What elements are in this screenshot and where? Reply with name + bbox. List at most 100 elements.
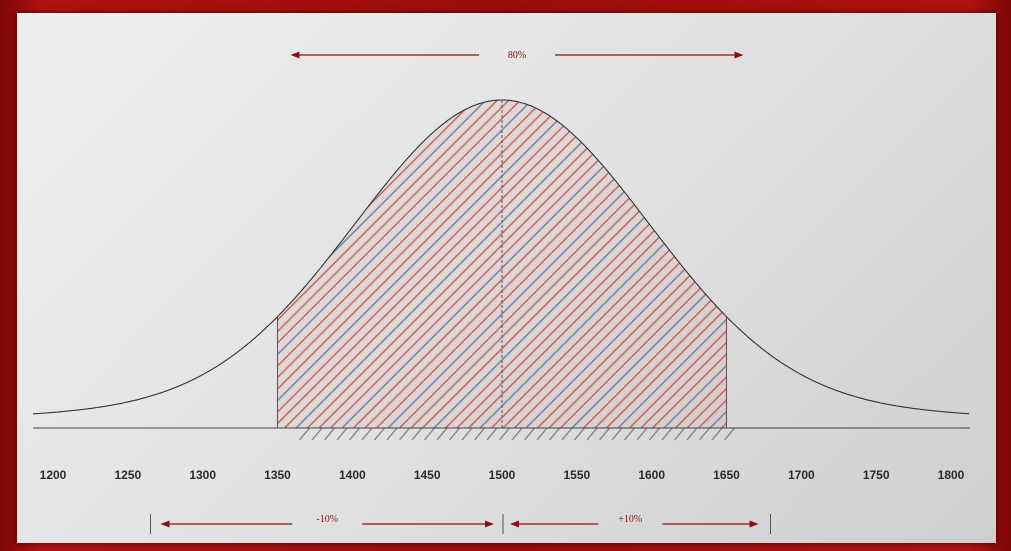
hatch-tick [573, 427, 586, 441]
upper-annotation: +10% [502, 514, 771, 534]
hatch-line [582, 100, 727, 428]
hatch-tick [711, 427, 723, 441]
hatch-line [605, 100, 727, 428]
hatch-tick [448, 427, 461, 441]
hatch-line [277, 100, 510, 428]
hatch-line [501, 100, 727, 428]
upper-arrowhead-right [749, 520, 759, 528]
hatch-line [639, 100, 727, 428]
hatch-tick [586, 427, 598, 441]
hatch-tick [498, 427, 511, 441]
hatch-tick [636, 427, 648, 441]
distribution-curve [32, 99, 970, 415]
hatch-line [277, 100, 579, 428]
hatch-line [283, 100, 625, 428]
hatch-line [444, 100, 727, 428]
hatch-tick [398, 427, 411, 441]
hatch-line [733, 100, 1011, 440]
hatch-tick [436, 427, 448, 441]
hatch-line [616, 100, 727, 428]
hatch-line [277, 100, 533, 428]
hatch-line [744, 100, 1011, 440]
x-tick-label: 1200 [40, 468, 67, 482]
total-annotation: 80% [290, 50, 744, 61]
total-label: 80% [508, 50, 526, 61]
x-axis-ticks: 1200 1250 1300 1350 1400 1450 1500 1550 1600 1650… [40, 468, 965, 482]
hatch-line [277, 100, 602, 428]
x-tick-label: 1800 [938, 468, 965, 482]
total-arrowhead-left [290, 51, 300, 59]
shaded-region-fill [277, 100, 727, 428]
hatch-line [277, 100, 556, 428]
hatch-tick [298, 427, 311, 441]
hatch-tick [373, 427, 386, 441]
x-tick-label: 1350 [264, 468, 291, 482]
hatch-tick [561, 427, 573, 441]
hatch-line [559, 100, 727, 428]
hatch-tick [411, 427, 423, 441]
hatch-line [306, 100, 648, 428]
hatch-tick [486, 427, 498, 441]
hatch-line [277, 100, 280, 428]
hatch-tick [386, 427, 398, 441]
lower-annotation: -10% [150, 514, 494, 534]
hatch-line [277, 100, 292, 428]
hatch-tick [348, 427, 361, 441]
x-tick-label: 1500 [489, 468, 516, 482]
hatch-line [455, 100, 727, 428]
x-tick-label: 1600 [638, 468, 665, 482]
hatch-tick [611, 427, 623, 441]
hatch-tick [548, 427, 561, 441]
lower-arrowhead-left [160, 520, 170, 528]
x-tick-label: 1400 [339, 468, 366, 482]
hatch-line [570, 100, 727, 428]
hatch-tick [336, 427, 348, 441]
total-arrowhead-right [734, 51, 744, 59]
hatch-line [478, 100, 727, 428]
hatch-line [294, 100, 637, 428]
x-tick-label: 1250 [114, 468, 141, 482]
hatch-tick [323, 427, 336, 441]
hatch-tick [523, 427, 536, 441]
shaded-region-hatching [0, 100, 1011, 440]
hatch-tick [623, 427, 636, 441]
hatch-line [277, 100, 303, 428]
hatch-line [628, 100, 727, 428]
x-tick-label: 1450 [414, 468, 441, 482]
hatch-line [277, 100, 545, 428]
lower-arrowhead-right [485, 520, 494, 528]
hatch-tick [598, 427, 611, 441]
hatch-tick [648, 427, 661, 441]
hatch-line [490, 100, 727, 428]
hatch-tick [661, 427, 673, 441]
x-tick-label: 1750 [863, 468, 890, 482]
hatch-tick [423, 427, 436, 441]
hatch-line [685, 100, 727, 428]
hatch-tick [461, 427, 473, 441]
hatch-line [277, 100, 326, 428]
x-tick-label: 1650 [713, 468, 740, 482]
hatch-line [467, 100, 727, 428]
hatch-tick [698, 427, 711, 441]
hatch-tick [536, 427, 548, 441]
hatch-line [277, 100, 499, 428]
hatch-tick [311, 427, 323, 441]
hatch-line [277, 100, 568, 428]
upper-arrowhead-left [510, 520, 519, 528]
hatch-line [277, 100, 315, 428]
hatch-line [513, 100, 727, 428]
hatch-tick [361, 427, 373, 441]
hatch-tick [686, 427, 698, 441]
hatch-line [277, 100, 522, 428]
hatch-tick [673, 427, 686, 441]
chart-panel [17, 13, 996, 543]
hatch-line [697, 100, 727, 428]
hatch-tick [723, 427, 736, 441]
x-tick-label: 1300 [189, 468, 216, 482]
hatch-line [0, 100, 268, 440]
x-tick-label: 1700 [788, 468, 815, 482]
hatch-line [708, 100, 727, 428]
hatch-line [662, 100, 727, 428]
hatch-line [651, 100, 727, 428]
